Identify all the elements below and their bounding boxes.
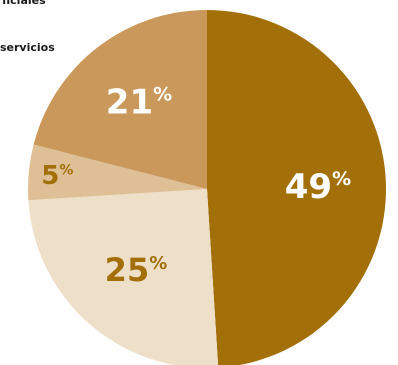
slice-label-25: 25% — [105, 251, 168, 289]
slice-label-5: 5% — [41, 161, 73, 191]
pie-slice-21 — [33, 10, 208, 189]
slice-label-49: 49% — [285, 167, 351, 207]
pie-slice-49 — [207, 10, 386, 365]
pie-slice-25 — [28, 189, 219, 365]
legend-label-2: servicios — [0, 41, 55, 54]
pie-slice-5 — [28, 144, 208, 201]
legend-label-1: ficiales — [2, 0, 46, 7]
slice-label-21: 21% — [106, 83, 172, 123]
